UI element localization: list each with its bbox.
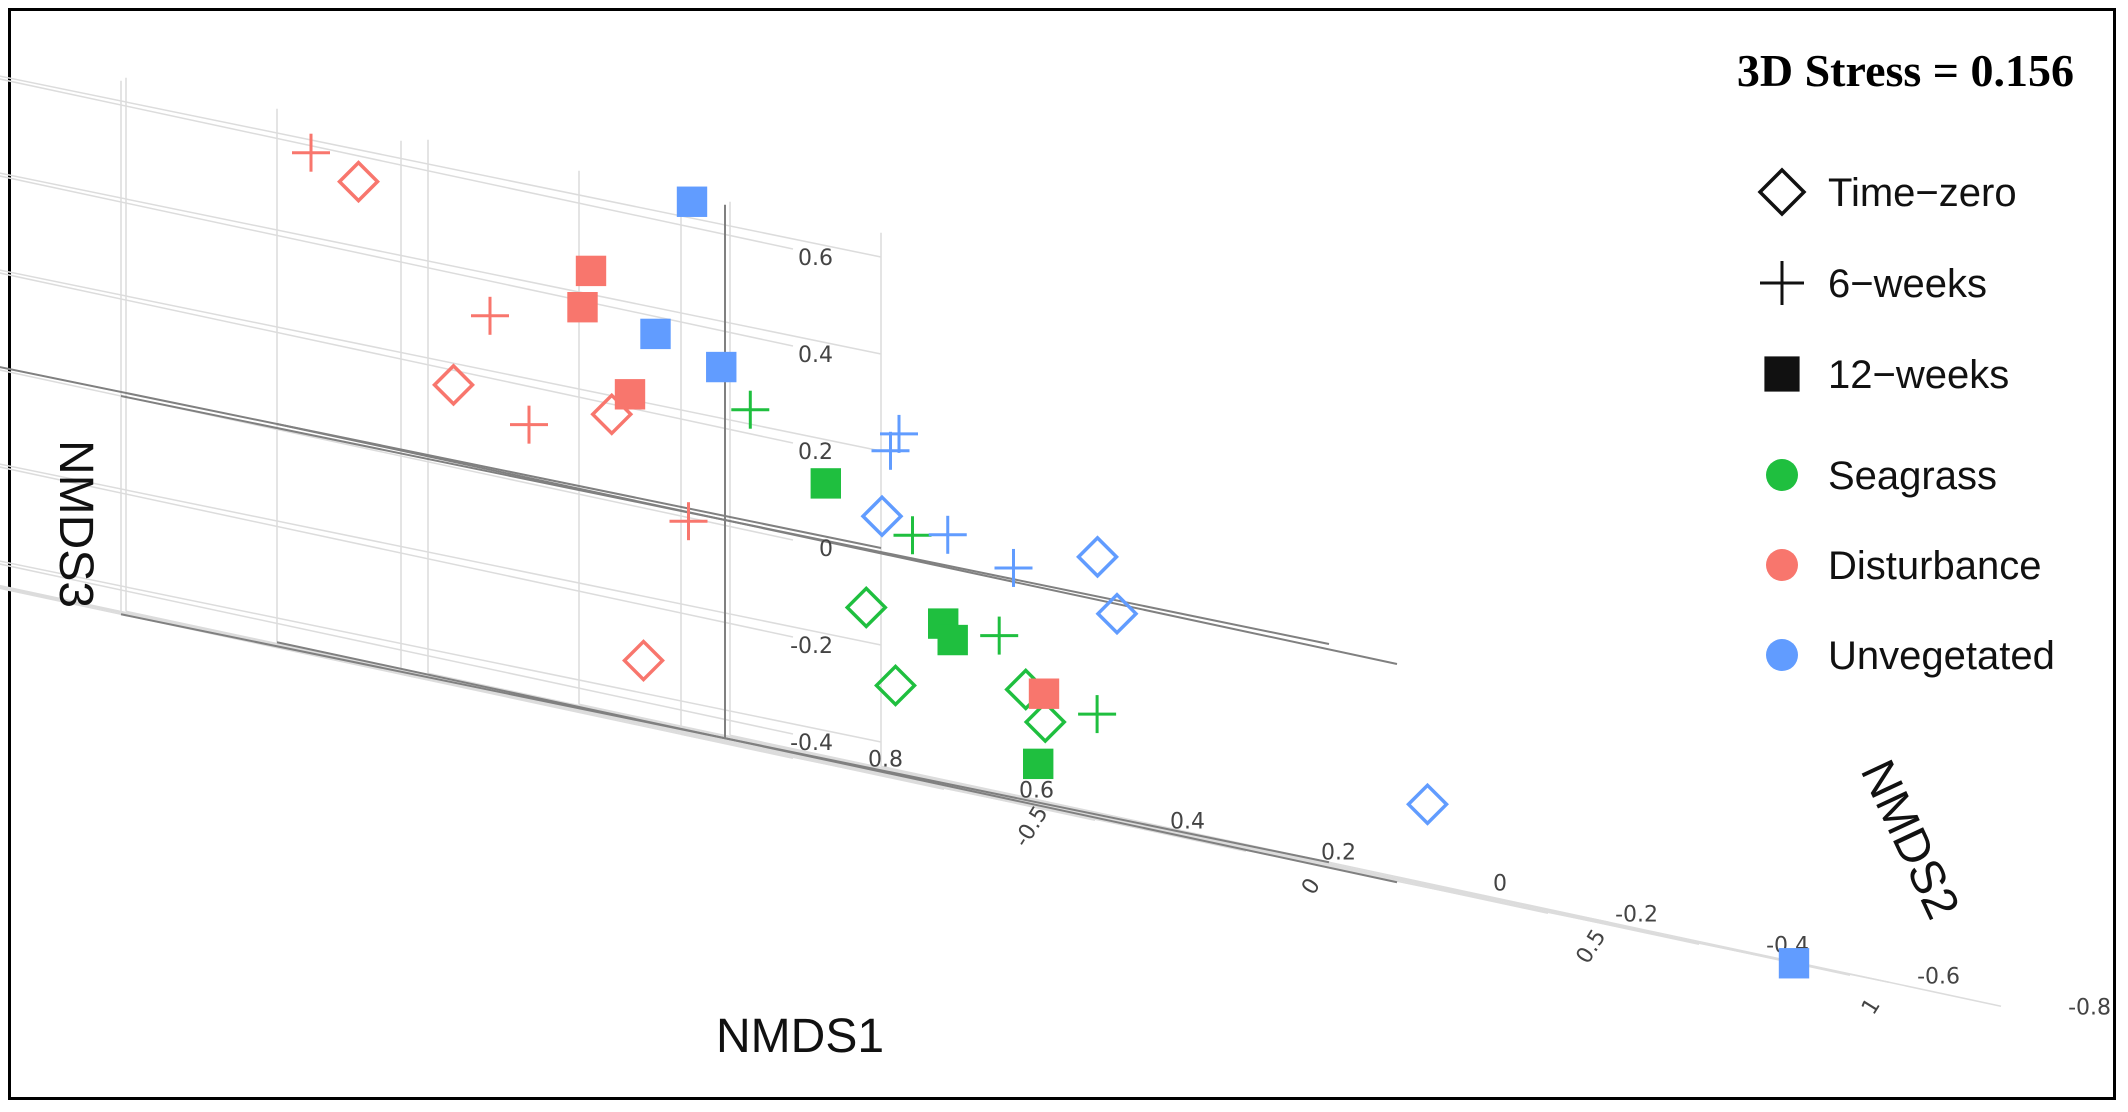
seagrass-6-weeks-point [731, 390, 770, 429]
y-tick-label: 0.2 [1321, 840, 1356, 865]
grid-line [0, 75, 882, 258]
x-tick-label: 0 [1297, 874, 1326, 899]
seagrass-6-weeks-point [980, 616, 1019, 655]
y-floor-line [120, 613, 1330, 864]
disturbance-12-weeks-point [1028, 678, 1060, 709]
legend-label: Time−zero [1828, 171, 2017, 215]
unvegetated-time-zero-point [1095, 592, 1139, 636]
legend-cross-icon [1760, 261, 1804, 305]
grid-line [0, 272, 794, 444]
seagrass-6-weeks-point [893, 516, 932, 555]
unvegetated-time-zero-point [860, 494, 904, 538]
disturbance-6-weeks-point [669, 502, 708, 541]
grid-line [0, 269, 882, 452]
grid-line [0, 560, 882, 743]
disturbance-time-zero-point [622, 639, 665, 683]
y-tick-label: -0.2 [1615, 902, 1658, 927]
legend: Time−zero 6−weeks 12−weeks Seagrass Disturba… [1757, 167, 2055, 678]
unvegetated-6-weeks-point [871, 431, 910, 470]
legend-diamond-icon [1757, 167, 1807, 217]
seagrass-time-zero-point [844, 585, 888, 629]
unvegetated-12-weeks-point [706, 351, 737, 383]
grid-line [0, 563, 794, 735]
grid-line [0, 466, 794, 638]
grid-line [880, 765, 2002, 1007]
disturbance-6-weeks-point [292, 133, 330, 172]
unvegetated-time-zero-point [1406, 782, 1449, 826]
stress-annotation: 3D Stress = 0.156 [1737, 45, 2074, 96]
seagrass-12-weeks-point [810, 468, 841, 499]
disturbance-6-weeks-point [471, 296, 509, 335]
grid-line [0, 172, 882, 355]
grid-line [0, 78, 794, 250]
axis-lines [0, 204, 1398, 884]
seagrass-12-weeks-point [1023, 748, 1054, 780]
seagrass-time-zero-point [1023, 700, 1067, 744]
left-zero-line [0, 366, 882, 549]
disturbance-12-weeks-point [567, 292, 598, 323]
x-tick-label: 1 [1857, 994, 1886, 1019]
seagrass-time-zero-point [874, 663, 917, 707]
x-tick-label: 0.5 [1572, 925, 1612, 968]
legend-color-dot-icon [1766, 459, 1798, 491]
unvegetated-12-weeks-point [640, 318, 671, 350]
z-tick-label: -0.4 [790, 731, 833, 756]
z-axis-title: NMDS3 [49, 440, 102, 608]
unvegetated-time-zero-point [1076, 535, 1119, 579]
grid-line [0, 175, 794, 347]
z-tick-label: 0.6 [798, 246, 833, 271]
z-tick-label: 0 [819, 537, 833, 562]
unvegetated-12-weeks-point [676, 186, 708, 217]
unvegetated-12-weeks-point [1778, 948, 1810, 979]
legend-color-dot-icon [1766, 549, 1798, 581]
y-tick-label: 0.4 [1170, 809, 1205, 834]
grid-line [0, 463, 882, 646]
grid-line [0, 587, 794, 759]
unvegetated-6-weeks-point [994, 548, 1033, 587]
disturbance-12-weeks-point [614, 379, 646, 410]
disturbance-6-weeks-point [510, 405, 548, 444]
seagrass-6-weeks-point [1078, 695, 1117, 734]
legend-label: 12−weeks [1828, 353, 2009, 397]
y-tick-label: 0.6 [1019, 778, 1054, 803]
disturbance-time-zero-point [432, 363, 475, 407]
disturbance-time-zero-point [337, 160, 380, 204]
y-tick-label: -0.8 [2068, 995, 2111, 1020]
legend-color-dot-icon [1766, 639, 1798, 671]
x-axis-title: NMDS1 [716, 1010, 884, 1063]
disturbance-12-weeks-point [575, 255, 607, 287]
legend-label: Seagrass [1828, 454, 1997, 498]
z-tick-label: 0.4 [798, 343, 833, 368]
legend-label: 6−weeks [1828, 262, 1987, 306]
grid-line [0, 369, 794, 541]
seagrass-12-weeks-point [937, 624, 968, 656]
y-axis-title: NMDS2 [1850, 752, 1969, 927]
unvegetated-6-weeks-point [928, 515, 967, 554]
z-tick-label: 0.2 [798, 440, 833, 465]
legend-square-icon [1764, 356, 1800, 392]
y-tick-label: 0.8 [868, 747, 903, 772]
legend-label: Disturbance [1828, 544, 2041, 588]
chart-frame [8, 8, 2116, 1100]
z-tick-label: -0.2 [790, 634, 833, 659]
legend-label: Unvegetated [1828, 634, 2055, 678]
grid-lines [0, 75, 2002, 1007]
data-points [292, 133, 1810, 979]
y-tick-label: 0 [1493, 871, 1507, 896]
unvegetated-6-weeks-point [880, 414, 918, 453]
y-tick-label: -0.6 [1917, 964, 1960, 989]
